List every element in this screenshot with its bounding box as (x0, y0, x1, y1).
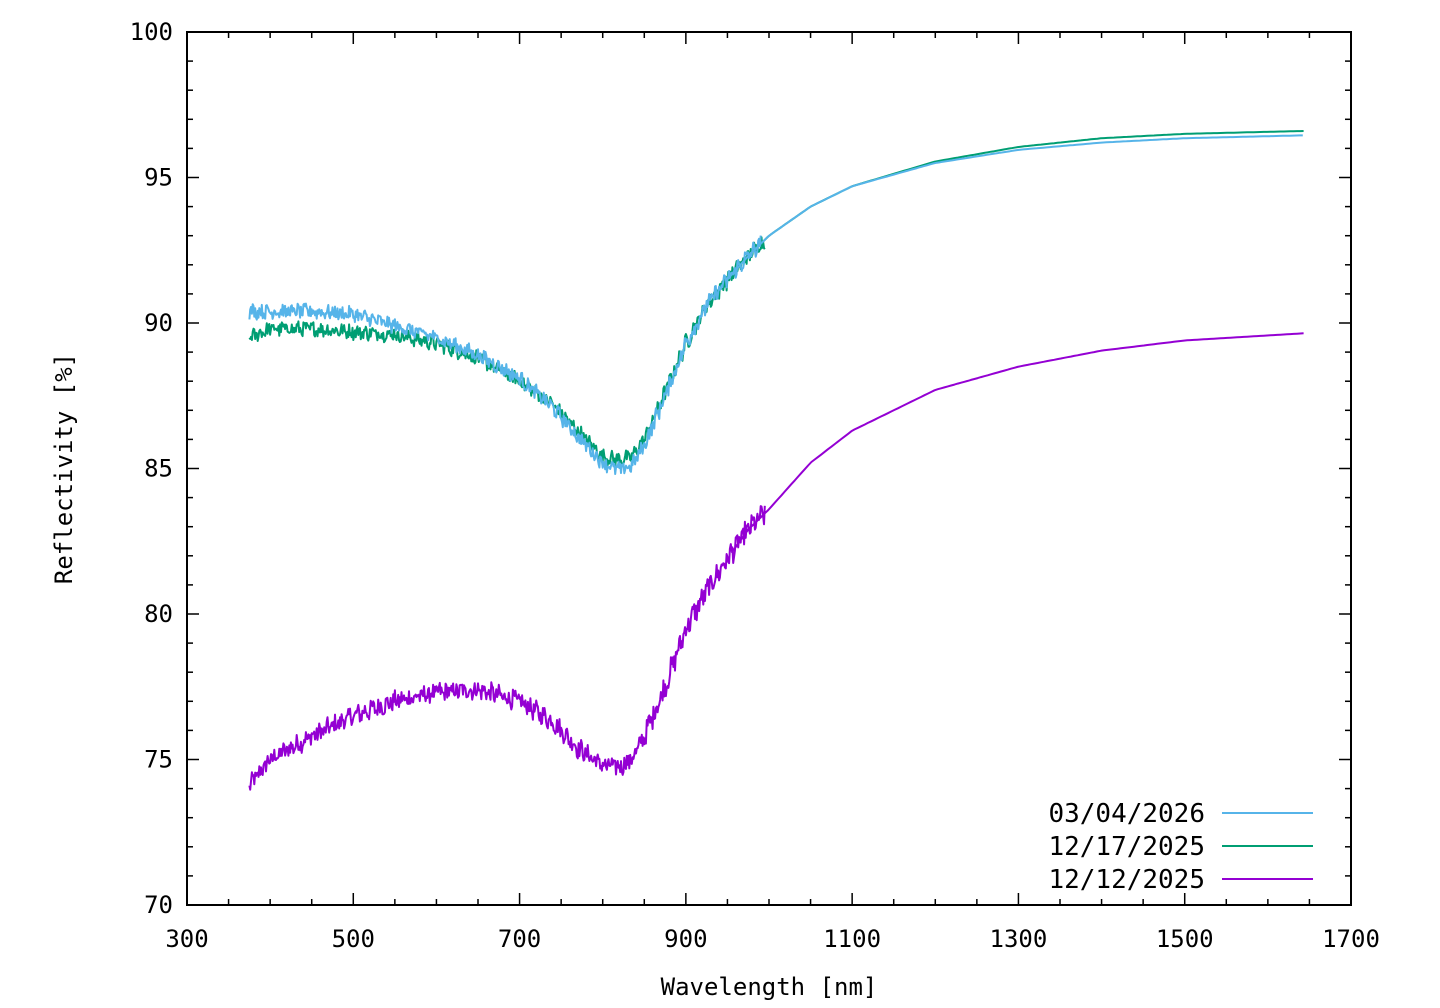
series-line (248, 332, 1304, 791)
x-tick-label: 1700 (1322, 925, 1380, 953)
y-tick-label: 100 (130, 18, 173, 46)
y-axis-label: Reflectivity [%] (50, 353, 78, 584)
x-tick-label: 1100 (823, 925, 881, 953)
y-tick-label: 70 (144, 891, 173, 919)
series-line (248, 130, 1304, 468)
legend-entry-label: 12/17/2025 (1048, 832, 1205, 862)
plot-frame (186, 31, 1352, 906)
series-line (248, 134, 1303, 475)
x-axis-label: Wavelength [nm] (661, 973, 878, 1001)
y-tick-label: 95 (144, 164, 173, 192)
y-tick-label: 80 (144, 600, 173, 628)
x-tick-label: 1300 (990, 925, 1048, 953)
tick-labels: 300 500 700 900 1100 1300 1500 1700 70 75 80 85 90 95… (130, 18, 1380, 953)
y-tick-label: 75 (144, 746, 173, 774)
y-tick-label: 90 (144, 309, 173, 337)
x-tick-label: 1500 (1156, 925, 1214, 953)
x-tick-label: 500 (332, 925, 375, 953)
legend-entry-label: 03/04/2026 (1048, 799, 1205, 829)
legend-entry-label: 12/12/2025 (1048, 865, 1205, 895)
y-tick-label: 85 (144, 455, 173, 483)
x-tick-label: 900 (664, 925, 707, 953)
x-tick-label: 700 (498, 925, 541, 953)
series-lines (248, 130, 1304, 791)
x-tick-label: 300 (165, 925, 208, 953)
axis-ticks (186, 31, 1352, 906)
